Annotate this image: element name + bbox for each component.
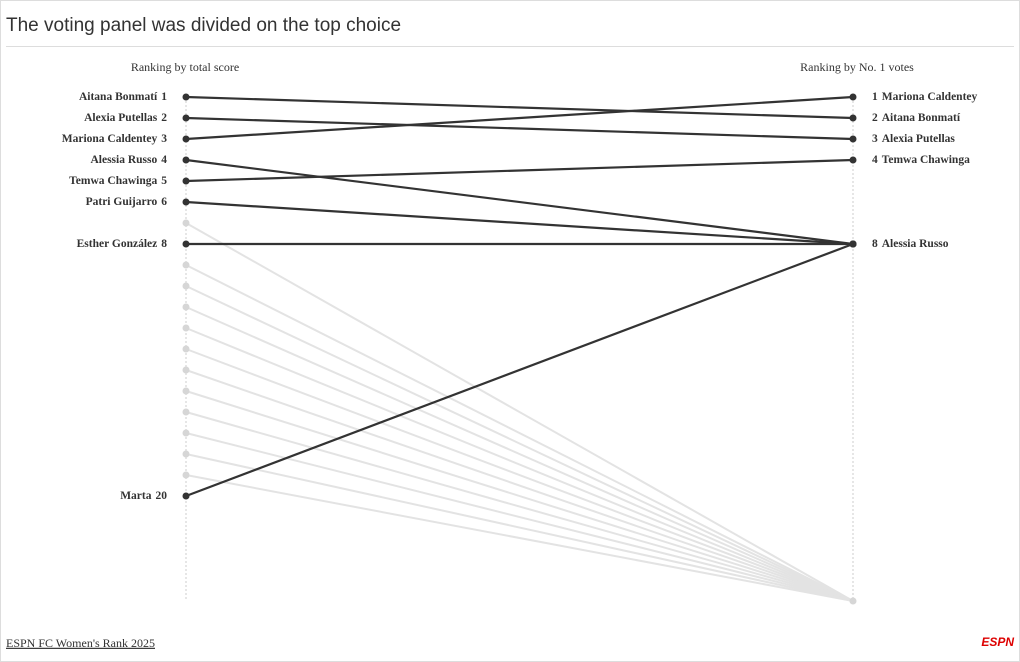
muted-slope-line bbox=[185, 432, 854, 602]
player-rank: 6 bbox=[161, 196, 167, 208]
dots bbox=[182, 93, 857, 605]
player-rank: 4 bbox=[161, 154, 167, 166]
right-dot bbox=[849, 114, 857, 122]
player-rank: 8 bbox=[161, 238, 167, 250]
slope-line bbox=[185, 116, 854, 141]
muted-slope-line bbox=[185, 306, 854, 602]
player-rank: 20 bbox=[156, 490, 168, 502]
label-rank: 4 bbox=[872, 154, 878, 166]
slope-line bbox=[185, 200, 854, 246]
label-rank: 1 bbox=[872, 91, 878, 103]
left-dot bbox=[182, 387, 190, 395]
label-name: Alessia Russo bbox=[882, 238, 949, 250]
right-dot bbox=[849, 93, 857, 101]
left-dot bbox=[182, 345, 190, 353]
right-dot bbox=[849, 156, 857, 164]
right-label: 2 Aitana Bonmatí bbox=[872, 112, 961, 124]
left-label: Alessia Russo 4 bbox=[90, 154, 167, 166]
source: ESPN FC Women's Rank 2025 bbox=[6, 636, 155, 650]
label-name: Temwa Chawinga bbox=[882, 154, 970, 166]
left-dot bbox=[182, 93, 190, 101]
left-dot bbox=[182, 303, 190, 311]
left-label: Patri Guijarro 6 bbox=[86, 196, 168, 208]
player-name: Esther González bbox=[77, 238, 158, 250]
player-rank: 5 bbox=[161, 175, 167, 187]
left-dot bbox=[182, 114, 190, 122]
left-header: Ranking by total score bbox=[131, 60, 239, 74]
left-label: Esther González 8 bbox=[77, 238, 168, 250]
left-label: Temwa Chawinga 5 bbox=[69, 175, 167, 187]
chart-title: The voting panel was divided on the top … bbox=[6, 15, 401, 36]
player-rank: 1 bbox=[161, 91, 167, 103]
label-name: Mariona Caldentey bbox=[882, 91, 978, 103]
muted-slope-line bbox=[185, 285, 854, 602]
player-rank: 2 bbox=[161, 112, 167, 124]
right-label: 4 Temwa Chawinga bbox=[872, 154, 970, 166]
left-dot bbox=[182, 156, 190, 164]
player-name: Patri Guijarro bbox=[86, 196, 158, 208]
muted-slope-line bbox=[185, 453, 854, 602]
muted-slope-line bbox=[185, 327, 854, 602]
right-label: 8 Alessia Russo bbox=[872, 238, 949, 250]
right-label: 1 Mariona Caldentey bbox=[872, 91, 978, 103]
slope-line bbox=[185, 95, 854, 141]
muted-slope-line bbox=[185, 264, 854, 602]
label-rank: 2 bbox=[872, 112, 878, 124]
left-label: Mariona Caldentey 3 bbox=[62, 133, 168, 145]
right-dot bbox=[849, 240, 857, 248]
slope-line bbox=[185, 158, 854, 246]
right-dot bbox=[849, 135, 857, 143]
label-name: Alexia Putellas bbox=[882, 133, 956, 145]
muted-slope-line bbox=[185, 474, 854, 602]
left-dot bbox=[182, 366, 190, 374]
left-dot bbox=[182, 261, 190, 269]
slope-line bbox=[185, 242, 854, 498]
label-rank: 3 bbox=[872, 133, 878, 145]
muted-slope-line bbox=[185, 411, 854, 602]
left-label: Alexia Putellas 2 bbox=[84, 112, 167, 124]
left-dot bbox=[182, 471, 190, 479]
label-name: Aitana Bonmatí bbox=[882, 112, 961, 124]
slope-line bbox=[185, 158, 854, 183]
player-name: Aitana Bonmatí bbox=[79, 91, 158, 103]
player-rank: 3 bbox=[161, 133, 167, 145]
lines bbox=[185, 95, 854, 602]
left-label: Aitana Bonmatí 1 bbox=[79, 91, 167, 103]
player-name: Temwa Chawinga bbox=[69, 175, 157, 187]
left-dot bbox=[182, 282, 190, 290]
unranked-dot bbox=[849, 597, 857, 605]
muted-slope-line bbox=[185, 222, 854, 602]
slope-line bbox=[185, 95, 854, 120]
label-rank: 8 bbox=[872, 238, 878, 250]
player-name: Alexia Putellas bbox=[84, 112, 158, 124]
left-dot bbox=[182, 219, 190, 227]
right-header: Ranking by No. 1 votes bbox=[800, 60, 914, 74]
left-dot bbox=[182, 429, 190, 437]
player-name: Marta bbox=[120, 490, 152, 502]
left-dot bbox=[182, 324, 190, 332]
left-label: Marta 20 bbox=[120, 490, 167, 502]
player-name: Alessia Russo bbox=[90, 154, 157, 166]
muted-slope-line bbox=[185, 390, 854, 602]
muted-slope-line bbox=[185, 369, 854, 602]
left-dot bbox=[182, 135, 190, 143]
player-name: Mariona Caldentey bbox=[62, 133, 158, 145]
left-dot bbox=[182, 408, 190, 416]
left-dot bbox=[182, 198, 190, 206]
left-dot bbox=[182, 492, 190, 500]
logo: ESPN bbox=[981, 635, 1014, 649]
left-dot bbox=[182, 177, 190, 185]
muted-slope-line bbox=[185, 348, 854, 602]
left-dot bbox=[182, 450, 190, 458]
right-label: 3 Alexia Putellas bbox=[872, 133, 955, 145]
left-dot bbox=[182, 240, 190, 248]
